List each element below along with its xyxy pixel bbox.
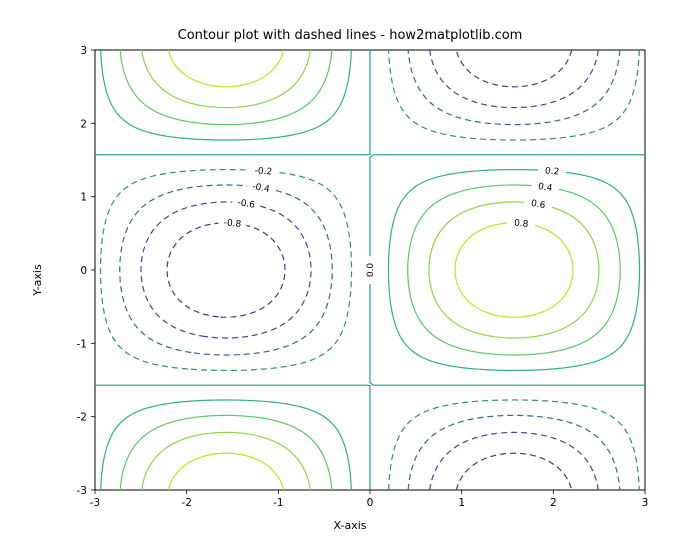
x-tick-label: 1 (458, 497, 465, 509)
y-tick-label: -2 (77, 412, 87, 424)
x-tick-label: -3 (90, 497, 100, 509)
y-tick-label: 0 (80, 265, 87, 277)
y-tick-label: 1 (80, 192, 87, 204)
x-tick-label: -2 (181, 497, 191, 509)
contour-label-group: -0.2 (249, 164, 278, 178)
y-tick-label: 2 (80, 118, 87, 130)
contour-chart: Contour plot with dashed lines - how2mat… (0, 0, 700, 560)
y-tick-label: 3 (80, 45, 87, 57)
x-tick-label: -1 (273, 497, 283, 509)
x-tick-label: 2 (550, 497, 557, 509)
y-tick-label: -3 (77, 485, 87, 497)
x-tick-label: 0 (367, 497, 374, 509)
plot-canvas: -3-2-10123-3-2-10123-0.8-0.6-0.4-0.20.00… (0, 0, 700, 560)
contour-label-group: 0.2 (538, 164, 567, 178)
contour-label: 0.0 (366, 263, 376, 278)
contour-label: 0.2 (545, 166, 560, 177)
contour-label: -0.2 (254, 166, 272, 177)
x-tick-label: 3 (642, 497, 649, 509)
contour-label: 0.4 (537, 182, 553, 194)
y-tick-label: -1 (77, 338, 87, 350)
contour-label-group: 0.0 (364, 256, 376, 284)
contour-label: -0.8 (223, 218, 242, 230)
contour-label: 0.8 (513, 218, 529, 229)
